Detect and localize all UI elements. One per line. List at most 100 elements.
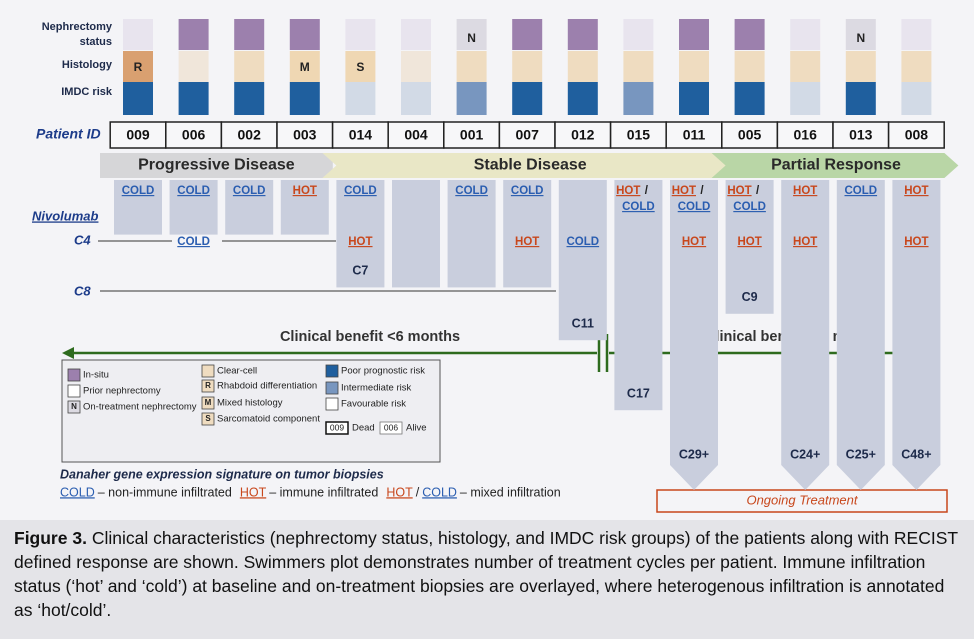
treatment-bar	[225, 180, 274, 235]
nephrectomy-tile	[401, 19, 431, 50]
histology-tile	[234, 51, 265, 82]
infiltration-label: /	[756, 185, 760, 197]
patient-id-box	[887, 121, 945, 149]
treatment-bar	[503, 180, 552, 288]
infiltration-label: HOT	[727, 185, 751, 197]
infiltration-label: COLD	[511, 185, 544, 197]
legend-letter: N	[71, 402, 77, 411]
figure: Ongoing Treatment Clinical benefit <6 mo…	[0, 0, 974, 520]
infiltration-label: COLD	[344, 185, 377, 197]
patient-id-box	[832, 121, 890, 149]
key-text: – mixed infiltration	[460, 485, 561, 499]
nephrectomy-tile	[234, 19, 265, 50]
treatment-bar	[725, 180, 774, 314]
cycle-end-label: C17	[627, 386, 650, 400]
cycle-end-label: C29+	[679, 447, 709, 461]
legend-id: 009	[330, 422, 344, 432]
nephrectomy-tile	[178, 19, 209, 50]
infiltration-label: HOT	[793, 185, 817, 197]
histology-tile	[734, 51, 765, 82]
legend-letter: R	[205, 381, 211, 390]
histology-tile	[790, 51, 821, 82]
treatment-bar	[670, 180, 718, 490]
cycle-end-label: C25+	[846, 447, 876, 461]
imdc-tile	[623, 82, 654, 115]
infiltration-label: HOT	[293, 185, 317, 197]
patient-id: 014	[349, 127, 373, 143]
response-band	[711, 153, 959, 178]
row-label: Histology	[62, 59, 113, 71]
response-band	[100, 153, 333, 178]
ongoing-label: Ongoing Treatment	[746, 492, 858, 507]
legend-letter: S	[205, 414, 211, 423]
legend-text: Poor prognostic risk	[341, 366, 425, 377]
row-label: Nephrectomy	[42, 21, 113, 33]
nephrectomy-label: N	[856, 31, 865, 45]
nephrectomy-tile	[679, 19, 709, 50]
patient-id: 008	[905, 127, 929, 143]
key-token: COLD	[60, 485, 95, 499]
patient-id-box	[776, 121, 834, 149]
cycle-end-label: C11	[572, 316, 594, 330]
treatment-bar	[447, 180, 496, 288]
cycle-label: C8	[74, 283, 91, 298]
patient-id: 016	[794, 127, 818, 143]
key-token: COLD	[422, 485, 457, 499]
legend-text: Clear-cell	[217, 366, 257, 377]
patient-id-box	[665, 121, 723, 149]
treatment-bar	[336, 180, 385, 288]
legend-swatch	[201, 364, 215, 378]
legend-letter: M	[205, 398, 212, 407]
patient-id: 002	[238, 127, 262, 143]
patient-id: 003	[293, 127, 317, 143]
caption: Figure 3. Clinical characteristics (neph…	[14, 526, 962, 622]
infiltration-label: HOT	[904, 236, 928, 248]
row-label: Patient ID	[36, 126, 101, 142]
infiltration-label: HOT	[737, 236, 761, 248]
legend-swatch	[325, 381, 339, 395]
infiltration-label: COLD	[678, 201, 711, 213]
histology-tile	[623, 51, 654, 82]
legend-id-box	[379, 421, 403, 435]
nephrectomy-tile	[623, 19, 654, 50]
infiltration-label: /	[645, 185, 649, 197]
treatment-bar	[614, 180, 663, 411]
benefit-label: Clinical benefit <6 months	[280, 329, 460, 345]
response-band	[322, 153, 736, 178]
row-label: IMDC risk	[61, 86, 113, 98]
patient-id: 011	[683, 127, 706, 143]
infiltration-label: COLD	[567, 236, 600, 248]
patient-id-box	[443, 121, 501, 149]
infiltration-label: COLD	[233, 185, 266, 197]
treatment-bar	[169, 180, 218, 235]
histology-tile	[401, 51, 431, 82]
imdc-tile	[401, 82, 431, 115]
histology-tile	[289, 51, 320, 82]
histology-tile	[345, 51, 376, 82]
key-text: – non-immune infiltrated	[98, 485, 232, 499]
legend-text: In-situ	[83, 370, 109, 381]
cycle-end-label: C7	[352, 264, 368, 278]
patient-id: 006	[182, 127, 206, 143]
legend-text: Prior nephrectomy	[83, 386, 161, 397]
imdc-tile	[289, 82, 320, 115]
legend-box	[61, 359, 441, 463]
legend-text: On-treatment nephrectomy	[83, 402, 197, 413]
infiltration-label: COLD	[455, 185, 488, 197]
treatment-bar	[280, 180, 329, 235]
nephrectomy-tile	[456, 19, 487, 50]
histology-label: R	[134, 60, 143, 74]
infiltration-label: /	[700, 185, 704, 197]
imdc-tile	[234, 82, 265, 115]
legend-swatch	[67, 368, 81, 382]
key-title: Danaher gene expression signature on tum…	[60, 467, 384, 481]
nephrectomy-tile	[289, 19, 320, 50]
imdc-tile	[178, 82, 209, 115]
imdc-tile	[123, 82, 153, 115]
histology-label: M	[300, 60, 310, 74]
patient-id: 005	[738, 127, 762, 143]
patient-id-box	[276, 121, 334, 149]
legend-text: Mixed histology	[217, 398, 283, 409]
legend-swatch	[201, 396, 215, 410]
legend-text: Intermediate risk	[341, 383, 411, 394]
